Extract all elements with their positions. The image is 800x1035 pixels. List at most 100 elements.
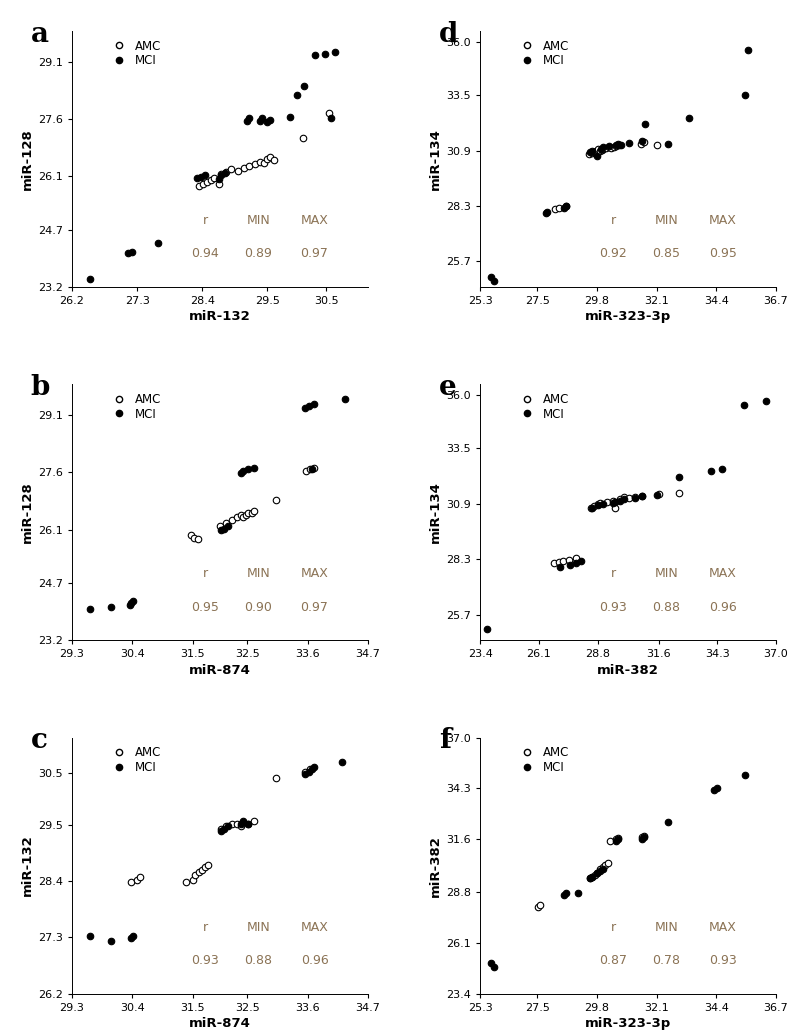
Point [242,505,254,522]
Point [243,157,256,174]
Text: r: r [202,920,208,934]
Point [590,142,603,158]
Point [126,243,138,260]
Text: 0.95: 0.95 [191,600,219,614]
Point [212,171,225,187]
Point [634,136,647,152]
Point [638,828,650,845]
Point [123,597,136,614]
Point [583,870,596,887]
Point [594,862,606,879]
Point [237,159,250,176]
Point [604,832,617,849]
Legend: AMC, MCI: AMC, MCI [107,39,161,67]
Point [214,166,227,182]
Point [254,153,266,170]
Point [586,868,598,885]
Point [594,495,606,511]
Point [83,270,96,287]
Legend: AMC, MCI: AMC, MCI [516,39,570,67]
Point [191,170,204,186]
Text: 0.89: 0.89 [245,247,272,260]
Point [609,494,622,510]
Point [298,79,310,95]
Text: 0.92: 0.92 [599,247,627,260]
Point [594,861,606,878]
Point [596,859,609,876]
Point [214,168,227,184]
Point [589,866,602,883]
Point [638,116,651,132]
Text: MAX: MAX [301,214,329,227]
Point [237,509,250,526]
Text: 0.93: 0.93 [709,954,737,967]
Text: r: r [610,214,616,227]
Point [264,149,277,166]
Point [738,397,750,414]
Point [586,145,598,161]
Text: MIN: MIN [654,567,678,581]
Point [240,113,253,129]
Point [610,832,622,849]
Point [290,87,303,104]
Point [588,143,601,159]
Point [325,110,338,126]
Y-axis label: miR-132: miR-132 [21,834,34,896]
Point [600,494,613,510]
Text: 0.93: 0.93 [191,954,219,967]
Point [582,146,595,162]
Text: MIN: MIN [654,214,678,227]
Point [594,141,607,157]
Point [635,829,648,846]
Point [214,522,227,538]
Text: MIN: MIN [246,567,270,581]
Point [612,831,625,848]
Point [591,864,604,881]
Point [298,400,311,416]
Point [125,930,138,947]
Point [283,109,296,125]
Point [614,493,626,509]
Point [650,137,663,153]
Point [302,764,315,780]
Point [534,896,546,913]
Point [308,759,321,775]
Point [549,201,562,217]
Point [487,958,500,975]
Point [607,139,620,155]
Point [222,519,234,535]
Point [231,816,244,832]
Point [237,812,250,829]
Text: d: d [438,21,458,48]
Point [531,898,544,915]
Point [739,767,752,783]
Point [194,169,207,185]
Point [560,198,573,214]
Point [323,105,336,121]
Point [607,493,620,509]
Point [613,137,626,153]
Text: 0.93: 0.93 [599,600,627,614]
Point [485,955,498,972]
Point [618,491,630,507]
Point [597,139,610,155]
Point [197,176,210,193]
Point [602,855,614,871]
Point [592,497,605,513]
Point [220,818,233,834]
Point [635,489,648,505]
Point [610,137,622,153]
Point [612,829,625,846]
Point [552,554,565,570]
X-axis label: miR-382: miR-382 [597,663,659,677]
Text: 0.88: 0.88 [653,600,681,614]
Point [134,868,147,885]
Point [298,766,311,782]
Point [607,495,620,511]
Point [614,491,626,507]
Text: c: c [30,728,47,755]
Point [185,527,198,543]
Point [329,43,342,60]
Point [308,396,321,413]
Point [261,151,274,168]
